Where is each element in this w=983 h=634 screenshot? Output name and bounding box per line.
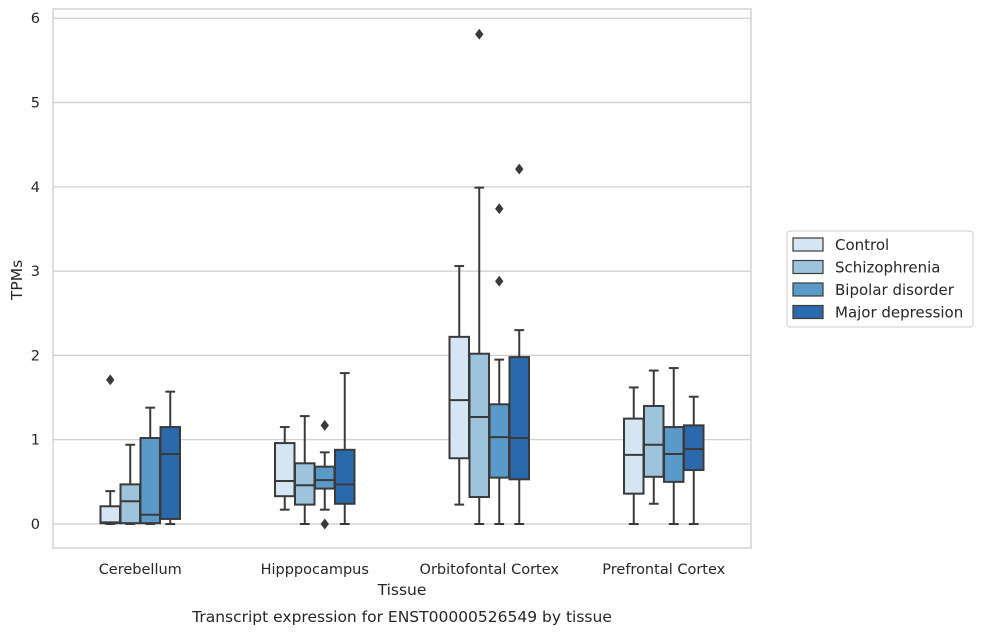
legend-swatch — [792, 237, 824, 252]
y-axis-label: TPMs — [8, 260, 26, 301]
box-bipolar-disorder — [314, 419, 336, 530]
outlier-point — [495, 203, 504, 215]
iqr-box — [99, 505, 121, 525]
legend-label: Control — [835, 236, 889, 254]
outlier-point — [106, 374, 115, 386]
chart-caption: Transcript expression for ENST0000052654… — [191, 608, 612, 626]
iqr-box — [623, 417, 645, 495]
legend-frame — [786, 230, 974, 328]
legend-swatch — [792, 304, 824, 320]
outlier-point — [320, 419, 329, 431]
iqr-box — [508, 356, 530, 481]
plot-area-frame — [52, 8, 752, 549]
x-tick-label: Orbitofontal Cortex — [420, 562, 560, 578]
box-control — [623, 386, 645, 525]
box-schizophrenia — [643, 369, 665, 505]
y-tick-label: 4 — [31, 180, 40, 196]
box-schizophrenia — [294, 415, 316, 525]
legend-label: Schizophrenia — [835, 259, 940, 277]
iqr-box — [448, 335, 470, 460]
y-tick-label: 0 — [31, 517, 40, 533]
legend: Control Schizophrenia Bipolar disorder Majo… — [786, 230, 974, 328]
x-axis-ticks: Cerebellum Hipppocampus Orbitofontal Corte… — [99, 562, 726, 578]
box-control — [448, 265, 470, 506]
x-tick-label: Hipppocampus — [261, 562, 369, 578]
outlier-point — [320, 518, 329, 530]
legend-items: Control Schizophrenia Bipolar disorder Majo… — [792, 236, 963, 322]
x-axis-label: Tissue — [377, 581, 427, 599]
box-bipolar-disorder — [663, 367, 685, 525]
y-tick-label: 3 — [31, 264, 40, 280]
box-major-depression — [159, 390, 181, 525]
box-major-depression — [683, 395, 705, 525]
box-schizophrenia — [119, 443, 141, 525]
box-bipolar-disorder — [488, 203, 510, 525]
outlier-point — [515, 163, 524, 175]
iqr-box — [139, 437, 161, 525]
outlier-point — [495, 275, 504, 287]
x-tick-label: Cerebellum — [99, 562, 182, 578]
iqr-box — [119, 483, 141, 525]
legend-label: Major depression — [835, 304, 963, 322]
iqr-box — [274, 442, 296, 498]
outlier-point — [475, 28, 484, 40]
iqr-box — [334, 448, 356, 505]
legend-swatch — [792, 259, 824, 275]
iqr-box — [643, 404, 665, 478]
y-tick-label: 6 — [31, 11, 40, 27]
box-major-depression — [334, 372, 356, 525]
legend-swatch — [792, 282, 824, 297]
box-major-depression — [508, 163, 530, 525]
iqr-box — [294, 462, 316, 506]
box-control — [99, 374, 121, 525]
box-plot-area — [99, 28, 705, 530]
iqr-box — [488, 403, 510, 479]
legend-label: Bipolar disorder — [835, 281, 955, 299]
y-tick-label: 1 — [31, 433, 40, 449]
y-tick-label: 2 — [31, 348, 40, 364]
iqr-box — [159, 426, 181, 520]
y-axis-ticks: 0 1 2 3 4 5 6 — [31, 11, 40, 533]
x-tick-label: Prefrontal Cortex — [602, 562, 725, 578]
y-tick-label: 5 — [31, 96, 40, 112]
box-bipolar-disorder — [139, 406, 161, 525]
iqr-box — [314, 465, 336, 490]
box-schizophrenia — [468, 28, 490, 525]
iqr-box — [468, 352, 490, 499]
iqr-box — [683, 424, 705, 472]
